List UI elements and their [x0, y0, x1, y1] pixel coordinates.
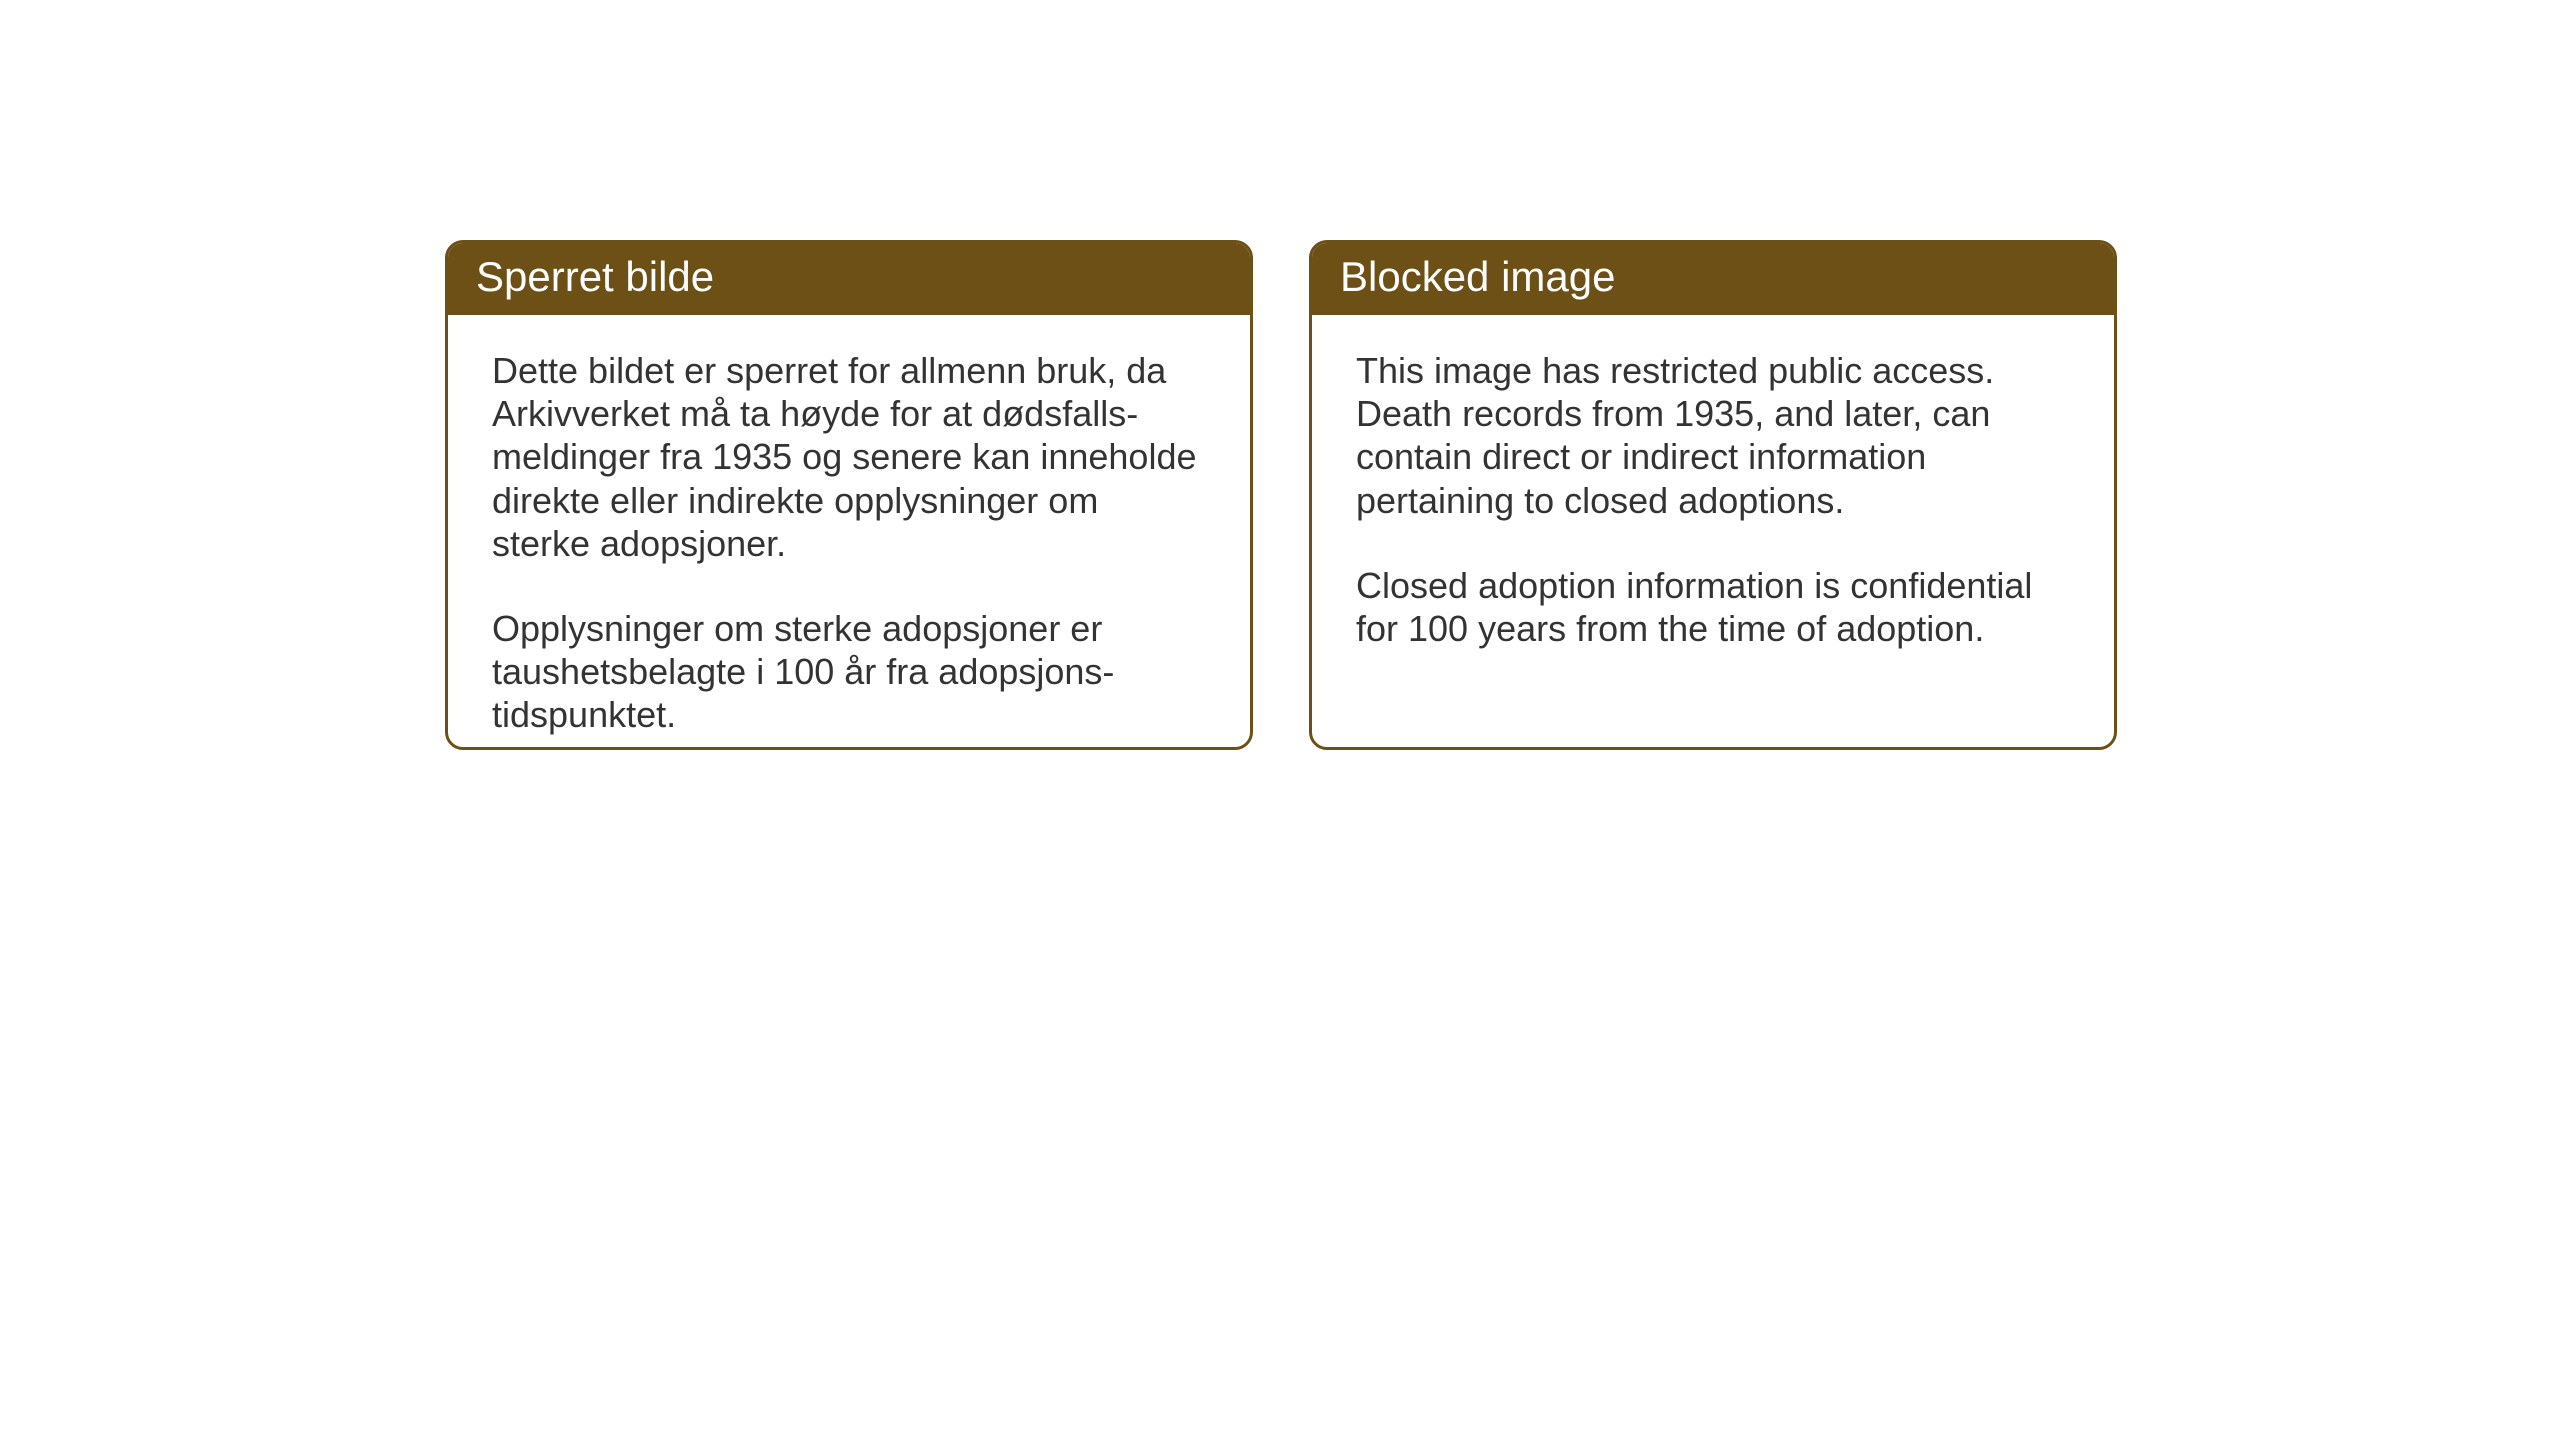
- card-english: Blocked image This image has restricted …: [1309, 240, 2117, 750]
- card-title-english: Blocked image: [1340, 253, 1615, 300]
- card-header-norwegian: Sperret bilde: [448, 243, 1250, 315]
- card-paragraph-2-english: Closed adoption information is confident…: [1356, 564, 2070, 650]
- card-paragraph-1-english: This image has restricted public access.…: [1356, 349, 2070, 522]
- card-body-norwegian: Dette bildet er sperret for allmenn bruk…: [448, 315, 1250, 750]
- card-header-english: Blocked image: [1312, 243, 2114, 315]
- card-norwegian: Sperret bilde Dette bildet er sperret fo…: [445, 240, 1253, 750]
- card-body-english: This image has restricted public access.…: [1312, 315, 2114, 684]
- card-paragraph-1-norwegian: Dette bildet er sperret for allmenn bruk…: [492, 349, 1206, 565]
- cards-container: Sperret bilde Dette bildet er sperret fo…: [445, 240, 2117, 750]
- card-paragraph-2-norwegian: Opplysninger om sterke adopsjoner er tau…: [492, 607, 1206, 737]
- card-title-norwegian: Sperret bilde: [476, 253, 714, 300]
